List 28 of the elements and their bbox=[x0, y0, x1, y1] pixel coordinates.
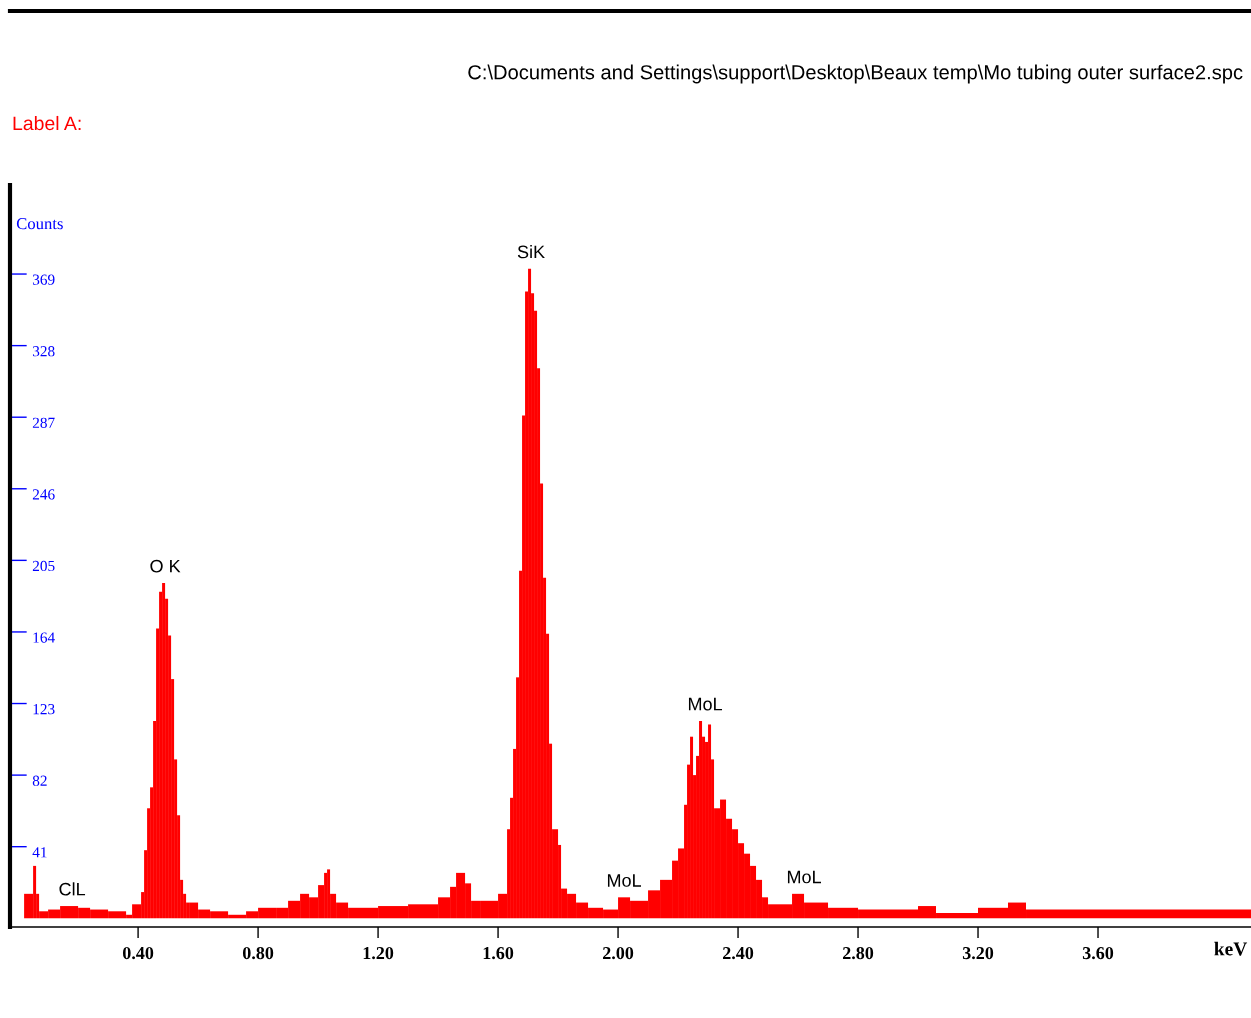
y-tick-label: 82 bbox=[32, 775, 47, 786]
x-tick-label: 0.80 bbox=[242, 946, 274, 960]
x-tick-label: 3.60 bbox=[1082, 946, 1114, 960]
annotation: O K bbox=[150, 559, 181, 573]
x-tick-label: 0.40 bbox=[122, 946, 154, 960]
annotation: ClL bbox=[59, 882, 86, 896]
y-axis-title: Counts bbox=[16, 218, 63, 230]
x-tick-label: 1.20 bbox=[363, 946, 394, 960]
y-tick-label: 369 bbox=[32, 274, 55, 285]
y-tick-label: 41 bbox=[32, 847, 47, 858]
x-tick-label: 2.00 bbox=[603, 946, 634, 960]
y-tick-label: 328 bbox=[32, 346, 55, 357]
annotation: MoL bbox=[607, 874, 642, 887]
x-tick-label: 2.80 bbox=[842, 946, 874, 960]
y-tick-label: 205 bbox=[32, 560, 55, 572]
x-tick-label: 2.40 bbox=[723, 946, 754, 960]
y-tick-label: 123 bbox=[33, 704, 55, 715]
annotation: MoL bbox=[787, 870, 821, 884]
y-tick-label: 164 bbox=[33, 632, 55, 643]
annotation: SiK bbox=[517, 245, 545, 259]
x-axis-title: keV bbox=[1214, 941, 1248, 956]
chart-title: C:\Documents and Settings\support\Desktop\Beaux temp\Mo tubing outer surface2.spc bbox=[468, 64, 1243, 84]
x-tick-label: 3.20 bbox=[962, 946, 994, 960]
chart-subtitle: Label A: bbox=[13, 115, 81, 131]
y-tick-label: 246 bbox=[32, 489, 55, 500]
annotation: MoL bbox=[688, 697, 723, 711]
y-tick-label: 287 bbox=[32, 417, 55, 428]
x-tick-label: 1.60 bbox=[483, 946, 514, 960]
